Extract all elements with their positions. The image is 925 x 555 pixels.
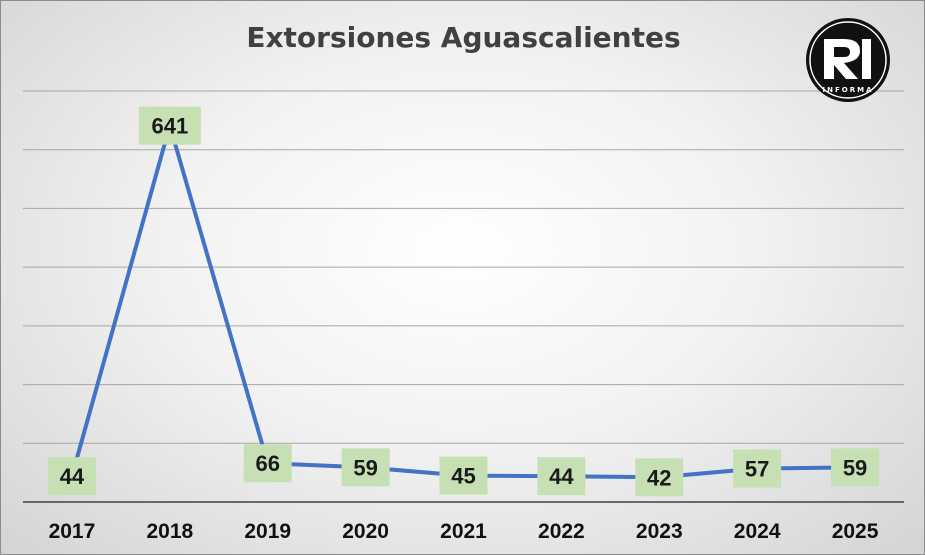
- data-label-box: [341, 448, 390, 487]
- data-label-text: 66: [255, 451, 279, 476]
- data-label: 59: [341, 448, 390, 487]
- data-label: 45: [439, 456, 488, 495]
- data-label-box: [47, 457, 96, 496]
- data-label: 44: [537, 457, 586, 496]
- data-label-text: 44: [60, 464, 85, 489]
- data-label-box: [537, 457, 586, 496]
- x-tick-label: 2021: [440, 520, 487, 543]
- data-label-box: [733, 449, 782, 488]
- data-label-text: 59: [353, 455, 377, 480]
- x-tick-label: 2025: [832, 520, 879, 543]
- data-label-text: 44: [549, 464, 574, 489]
- ri-informa-logo: INFORMA: [806, 18, 890, 102]
- x-tick-label: 2017: [49, 520, 96, 543]
- data-label-text: 641: [151, 114, 188, 139]
- x-tick-label: 2020: [342, 520, 389, 543]
- data-label-box: [439, 456, 488, 495]
- data-label-box: [831, 448, 880, 487]
- data-label: 59: [831, 448, 880, 487]
- data-label: 57: [733, 449, 782, 488]
- data-label: 44: [47, 457, 96, 496]
- data-label-text: 59: [843, 455, 867, 480]
- x-tick-label: 2023: [636, 520, 683, 543]
- data-label: 66: [243, 444, 292, 483]
- chart-title: Extorsiones Aguascalientes: [246, 21, 681, 54]
- data-label: 641: [138, 106, 201, 145]
- data-label: 42: [635, 458, 684, 497]
- series-line-layer: [69, 123, 858, 480]
- data-label-text: 57: [745, 457, 769, 482]
- data-label-box: [635, 458, 684, 497]
- gridlines: [23, 90, 904, 444]
- data-label-text: 42: [647, 465, 671, 490]
- x-tick-labels: 2017 2018 2019 2020 2021 2022 2023 2024 2025: [49, 520, 879, 543]
- x-tick-label: 2022: [538, 520, 585, 543]
- data-label-text: 45: [451, 464, 475, 489]
- x-tick-label: 2018: [146, 520, 193, 543]
- series-line: [69, 123, 858, 480]
- data-label-box: [138, 106, 201, 145]
- data-label-box: [243, 444, 292, 483]
- x-tick-label: 2019: [244, 520, 291, 543]
- svg-text:INFORMA: INFORMA: [823, 86, 874, 94]
- x-tick-label: 2024: [734, 520, 781, 543]
- data-labels: 44 641 66 59 45 44 42 57 59: [47, 106, 880, 497]
